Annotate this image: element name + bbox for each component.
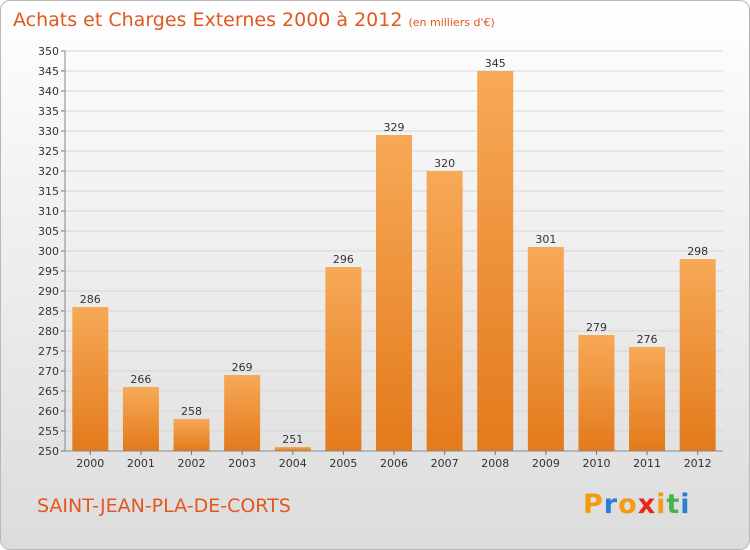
y-tick-label: 265 bbox=[38, 385, 59, 398]
data-label: 320 bbox=[434, 157, 455, 170]
y-tick-label: 325 bbox=[38, 145, 59, 158]
bar-2010 bbox=[578, 335, 615, 451]
logo-letter: x bbox=[637, 489, 657, 520]
data-label: 251 bbox=[282, 433, 303, 446]
bar-2002 bbox=[173, 419, 210, 451]
bar-2009 bbox=[527, 247, 564, 451]
y-tick-label: 290 bbox=[38, 285, 59, 298]
data-label: 345 bbox=[485, 57, 506, 70]
y-tick-label: 315 bbox=[38, 185, 59, 198]
y-tick-label: 320 bbox=[38, 165, 59, 178]
data-label: 296 bbox=[333, 253, 354, 266]
bar-2005 bbox=[325, 267, 362, 451]
data-label: 329 bbox=[384, 121, 405, 134]
y-tick-label: 305 bbox=[38, 225, 59, 238]
data-label: 258 bbox=[181, 405, 202, 418]
bar-2006 bbox=[376, 135, 412, 451]
y-tick-label: 255 bbox=[38, 425, 59, 438]
data-label: 286 bbox=[80, 293, 101, 306]
bar-2000 bbox=[72, 307, 109, 451]
y-tick-label: 340 bbox=[38, 85, 59, 98]
data-label: 279 bbox=[586, 321, 607, 334]
y-tick-label: 310 bbox=[38, 205, 59, 218]
y-axis: 250 255 260 265 270 275 280 285 290 295 300 305 310 3… bbox=[38, 45, 66, 458]
x-tick-label: 2003 bbox=[228, 457, 256, 470]
logo-letter: i bbox=[656, 489, 667, 520]
y-tick-label: 295 bbox=[38, 265, 59, 278]
logo-letter: o bbox=[618, 489, 638, 520]
x-tick-label: 2007 bbox=[431, 457, 459, 470]
y-tick-label: 330 bbox=[38, 125, 59, 138]
logo-letter: P bbox=[583, 489, 604, 520]
data-label: 276 bbox=[637, 333, 658, 346]
y-tick-label: 250 bbox=[38, 445, 59, 458]
chart-title-text: Achats et Charges Externes 2000 à 2012 bbox=[13, 9, 403, 31]
logo-letter: i bbox=[680, 489, 691, 520]
data-label: 298 bbox=[687, 245, 708, 258]
x-tick-label: 2012 bbox=[684, 457, 712, 470]
x-tick-label: 2006 bbox=[380, 457, 408, 470]
x-tick-label: 2001 bbox=[127, 457, 155, 470]
y-tick-label: 260 bbox=[38, 405, 59, 418]
bar-2001 bbox=[122, 387, 159, 451]
chart-title: Achats et Charges Externes 2000 à 2012 (e… bbox=[13, 9, 495, 31]
proxiti-logo[interactable]: Proxiti bbox=[583, 489, 691, 520]
x-tick-label: 2011 bbox=[633, 457, 661, 470]
x-tick-label: 2010 bbox=[582, 457, 610, 470]
chart-units: (en milliers d'€) bbox=[408, 16, 495, 29]
data-labels: 286 266 258 269 251 296 329 320 345 301 279 276 298 bbox=[80, 57, 708, 446]
y-tick-label: 285 bbox=[38, 305, 59, 318]
bar-2004 bbox=[274, 447, 311, 451]
x-axis: 2000 2001 2002 2003 2004 2005 2006 2007 2008 2009… bbox=[65, 450, 723, 470]
y-tick-label: 280 bbox=[38, 325, 59, 338]
x-tick-label: 2004 bbox=[279, 457, 307, 470]
x-tick-label: 2009 bbox=[532, 457, 560, 470]
y-tick-label: 270 bbox=[38, 365, 59, 378]
city-name: SAINT-JEAN-PLA-DE-CORTS bbox=[37, 495, 291, 517]
x-tick-label: 2005 bbox=[329, 457, 357, 470]
logo-letter: r bbox=[603, 489, 619, 520]
y-tick-label: 345 bbox=[38, 65, 59, 78]
data-label: 301 bbox=[535, 233, 556, 246]
data-label: 269 bbox=[232, 361, 253, 374]
x-tick-label: 2000 bbox=[76, 457, 104, 470]
bar-2011 bbox=[629, 347, 666, 451]
data-label: 266 bbox=[130, 373, 151, 386]
bar-2007 bbox=[426, 171, 463, 451]
y-tick-label: 300 bbox=[38, 245, 59, 258]
logo-letter: t bbox=[666, 489, 681, 520]
bar-2003 bbox=[224, 375, 261, 451]
bar-2008 bbox=[477, 71, 514, 451]
x-tick-label: 2008 bbox=[481, 457, 509, 470]
x-tick-label: 2002 bbox=[178, 457, 206, 470]
bar-2012 bbox=[679, 259, 716, 451]
y-tick-label: 275 bbox=[38, 345, 59, 358]
y-tick-label: 335 bbox=[38, 105, 59, 118]
bars bbox=[72, 71, 716, 451]
y-tick-label: 350 bbox=[38, 45, 59, 58]
